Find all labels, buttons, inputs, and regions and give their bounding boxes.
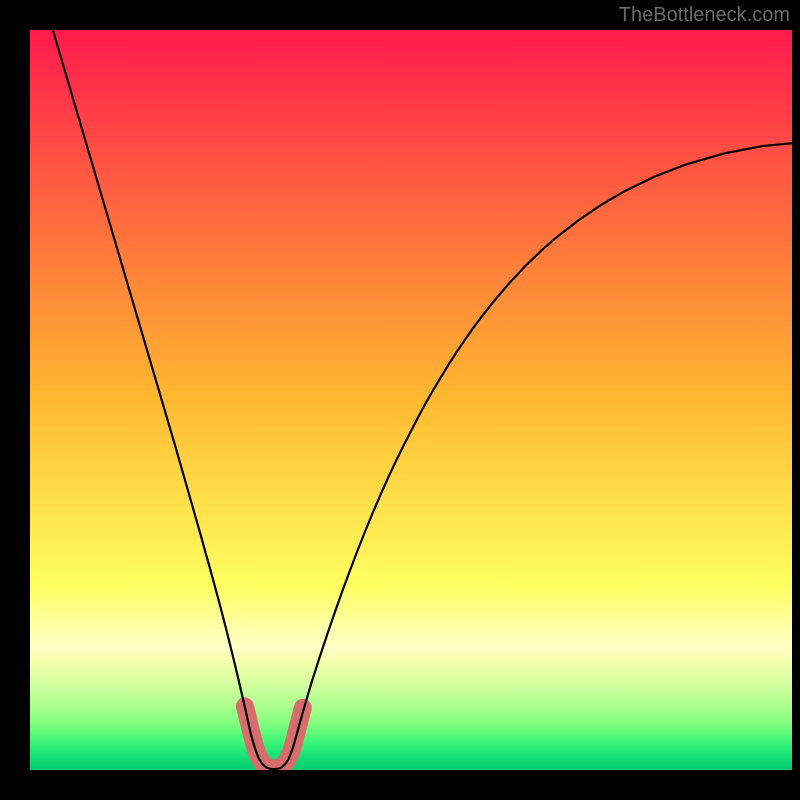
watermark-text: TheBottleneck.com — [619, 4, 790, 27]
chart-background — [30, 30, 792, 770]
chart-svg — [30, 30, 792, 770]
chart-plot-area — [30, 30, 792, 770]
